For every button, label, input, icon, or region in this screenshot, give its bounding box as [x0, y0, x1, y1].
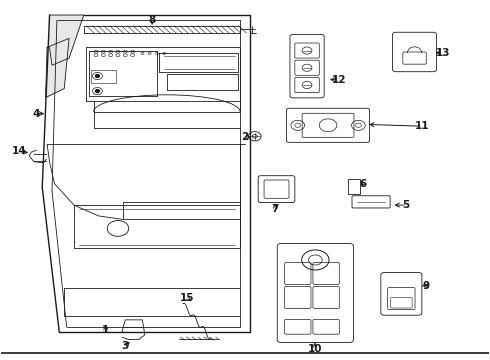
Circle shape	[96, 90, 99, 93]
Text: 1: 1	[102, 325, 109, 335]
Text: 4: 4	[32, 109, 40, 119]
Text: 11: 11	[415, 121, 429, 131]
Text: 2: 2	[242, 132, 248, 142]
Text: 8: 8	[148, 15, 156, 26]
Polygon shape	[49, 15, 84, 65]
Text: 13: 13	[436, 48, 450, 58]
Circle shape	[96, 75, 99, 77]
Text: 10: 10	[308, 343, 322, 354]
Text: 6: 6	[360, 179, 367, 189]
Text: 3: 3	[122, 341, 129, 351]
Polygon shape	[46, 39, 69, 98]
Text: 14: 14	[12, 146, 26, 156]
Bar	[347, 179, 360, 194]
Text: 15: 15	[180, 293, 195, 303]
Text: 12: 12	[332, 75, 346, 85]
Text: 5: 5	[403, 200, 410, 210]
Text: 9: 9	[422, 281, 429, 291]
Text: 7: 7	[271, 204, 279, 215]
